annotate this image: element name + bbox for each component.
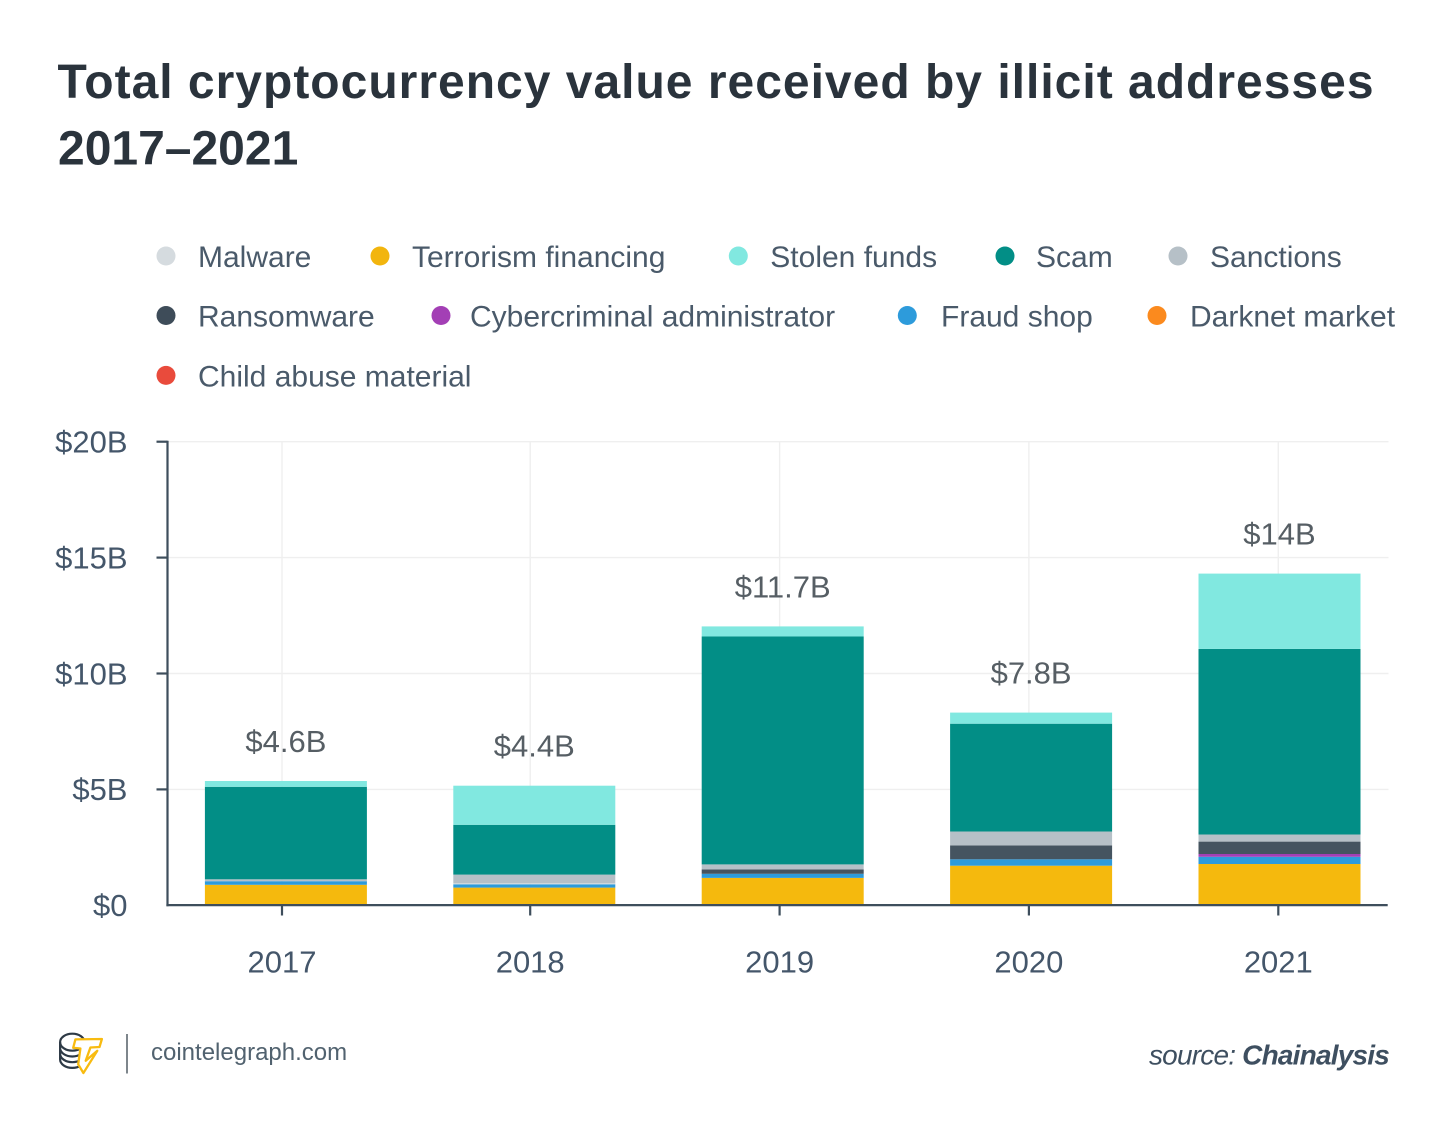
- svg-text:Ransomware: Ransomware: [198, 301, 375, 334]
- svg-text:2021: 2021: [1244, 945, 1313, 980]
- svg-text:Child abuse material: Child abuse material: [198, 360, 471, 393]
- svg-text:source: Chainalysis: source: Chainalysis: [1149, 1039, 1389, 1070]
- svg-text:Total cryptocurrency value rec: Total cryptocurrency value received by i…: [58, 56, 1375, 109]
- svg-text:Fraud shop: Fraud shop: [941, 301, 1093, 334]
- svg-text:2017–2021: 2017–2021: [58, 123, 298, 176]
- svg-text:$7.8B: $7.8B: [991, 656, 1072, 691]
- svg-text:2018: 2018: [496, 945, 565, 980]
- svg-text:2019: 2019: [745, 945, 814, 980]
- svg-text:$14B: $14B: [1243, 517, 1315, 552]
- svg-text:$10B: $10B: [55, 656, 127, 691]
- svg-text:Sanctions: Sanctions: [1210, 241, 1342, 274]
- svg-text:$15B: $15B: [55, 540, 127, 575]
- svg-text:2020: 2020: [994, 945, 1063, 980]
- svg-text:Stolen funds: Stolen funds: [770, 241, 937, 274]
- svg-text:$0: $0: [93, 888, 127, 923]
- svg-text:$4.4B: $4.4B: [494, 729, 575, 764]
- svg-text:$11.7B: $11.7B: [735, 569, 831, 604]
- svg-text:Terrorism financing: Terrorism financing: [412, 241, 665, 274]
- svg-text:$20B: $20B: [55, 425, 127, 460]
- svg-text:$4.6B: $4.6B: [245, 724, 326, 759]
- svg-text:Scam: Scam: [1036, 241, 1113, 274]
- svg-text:Malware: Malware: [198, 241, 311, 274]
- svg-text:$5B: $5B: [72, 772, 127, 807]
- svg-text:cointelegraph.com: cointelegraph.com: [151, 1039, 347, 1066]
- svg-text:Cybercriminal administrator: Cybercriminal administrator: [470, 301, 835, 334]
- svg-text:2017: 2017: [248, 945, 317, 980]
- svg-text:Darknet market: Darknet market: [1190, 301, 1396, 334]
